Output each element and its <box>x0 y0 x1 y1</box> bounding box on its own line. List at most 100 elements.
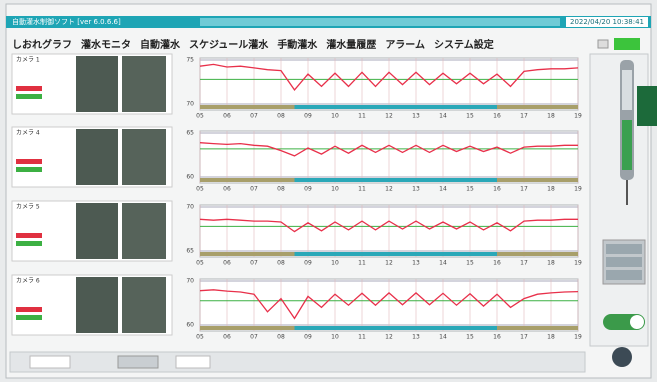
irrigation-band <box>497 105 578 109</box>
panel-button[interactable] <box>606 244 642 254</box>
icon-button[interactable] <box>598 40 608 48</box>
x-tick-label: 06 <box>223 334 231 341</box>
camera-image <box>76 277 118 333</box>
y-tick-label: 70 <box>186 101 194 108</box>
x-tick-label: 08 <box>277 260 285 267</box>
tab-bar: しおれグラフ灌水モニタ自動灌水スケジュール灌水手動灌水灌水量履歴アラームシステム… <box>12 38 494 51</box>
camera-image <box>76 129 118 185</box>
y-tick-label: 70 <box>186 278 194 285</box>
irrigation-band <box>295 252 498 256</box>
irrigation-band <box>200 326 295 330</box>
x-tick-label: 10 <box>331 186 339 193</box>
x-tick-label: 19 <box>574 113 582 120</box>
camera-label: カメラ 5 <box>16 204 40 211</box>
tab[interactable]: 灌水量履歴 <box>326 38 376 51</box>
x-tick-label: 12 <box>385 113 393 120</box>
irrigation-band <box>200 105 295 109</box>
x-tick-label: 09 <box>304 113 312 120</box>
x-tick-label: 17 <box>520 260 528 267</box>
x-tick-label: 06 <box>223 113 231 120</box>
camera-image <box>122 129 166 185</box>
x-tick-label: 10 <box>331 334 339 341</box>
x-tick-label: 13 <box>412 260 420 267</box>
tab[interactable]: スケジュール灌水 <box>189 38 269 51</box>
footer <box>10 352 585 372</box>
irrigation-band <box>295 326 498 330</box>
x-tick-label: 19 <box>574 260 582 267</box>
alarm-tag <box>16 307 42 312</box>
y-tick-label: 60 <box>186 174 194 181</box>
x-tick-label: 07 <box>250 113 258 120</box>
status-tag <box>16 167 42 172</box>
tab[interactable]: 灌水モニタ <box>81 38 131 51</box>
x-tick-label: 11 <box>358 260 366 267</box>
x-tick-label: 06 <box>223 186 231 193</box>
irrigation-band <box>295 178 498 182</box>
tab[interactable]: 自動灌水 <box>140 38 181 51</box>
x-tick-label: 17 <box>520 113 528 120</box>
x-tick-label: 08 <box>277 186 285 193</box>
tab[interactable]: システム設定 <box>434 38 494 51</box>
x-tick-label: 11 <box>358 186 366 193</box>
x-tick-label: 05 <box>196 260 204 267</box>
x-tick-label: 12 <box>385 334 393 341</box>
alarm-tag <box>16 86 42 91</box>
x-tick-label: 19 <box>574 186 582 193</box>
x-tick-label: 13 <box>412 113 420 120</box>
alarm-tag <box>16 159 42 164</box>
irrigation-band <box>497 326 578 330</box>
y-tick-label: 75 <box>186 57 194 64</box>
camera-label: カメラ 1 <box>16 57 40 64</box>
irrigation-band <box>497 252 578 256</box>
x-tick-label: 18 <box>547 113 555 120</box>
footer-button[interactable] <box>118 356 158 368</box>
x-tick-label: 09 <box>304 260 312 267</box>
tab[interactable]: アラーム <box>385 39 425 51</box>
x-tick-label: 15 <box>466 113 474 120</box>
x-tick-label: 09 <box>304 186 312 193</box>
x-tick-label: 05 <box>196 334 204 341</box>
y-tick-label: 70 <box>186 204 194 211</box>
camera-image <box>76 56 118 112</box>
x-tick-label: 15 <box>466 334 474 341</box>
x-tick-label: 05 <box>196 186 204 193</box>
x-tick-label: 14 <box>439 113 447 120</box>
indicator <box>637 86 657 126</box>
status-strip <box>200 18 560 26</box>
x-tick-label: 14 <box>439 186 447 193</box>
x-tick-label: 18 <box>547 334 555 341</box>
x-tick-label: 19 <box>574 334 582 341</box>
x-tick-label: 11 <box>358 334 366 341</box>
x-tick-label: 08 <box>277 113 285 120</box>
panel-button[interactable] <box>606 257 642 267</box>
x-tick-label: 05 <box>196 113 204 120</box>
alarm-button[interactable] <box>612 347 632 367</box>
irrigation-band <box>200 252 295 256</box>
status-tag <box>16 241 42 246</box>
x-tick-label: 11 <box>358 113 366 120</box>
alarm-tag <box>16 233 42 238</box>
status-tag <box>16 94 42 99</box>
x-tick-label: 16 <box>493 260 501 267</box>
tab[interactable]: 手動灌水 <box>277 38 318 51</box>
panel-button[interactable] <box>606 270 642 280</box>
y-tick-label: 65 <box>186 130 194 137</box>
x-tick-label: 12 <box>385 260 393 267</box>
x-tick-label: 10 <box>331 113 339 120</box>
irrigation-band <box>200 178 295 182</box>
camera-label: カメラ 4 <box>16 130 40 137</box>
camera-image <box>76 203 118 259</box>
x-tick-label: 18 <box>547 186 555 193</box>
x-tick-label: 07 <box>250 334 258 341</box>
x-tick-label: 16 <box>493 334 501 341</box>
x-tick-label: 14 <box>439 334 447 341</box>
x-tick-label: 16 <box>493 113 501 120</box>
x-tick-label: 07 <box>250 260 258 267</box>
status-button[interactable] <box>614 38 640 50</box>
x-tick-label: 18 <box>547 260 555 267</box>
x-tick-label: 07 <box>250 186 258 193</box>
screen: 自動灌水制御ソフト [ver 6.0.6.6] 2022/04/20 10:38… <box>0 0 657 382</box>
tab[interactable]: しおれグラフ <box>12 38 72 51</box>
gauge-level <box>622 70 632 110</box>
x-tick-label: 17 <box>520 334 528 341</box>
